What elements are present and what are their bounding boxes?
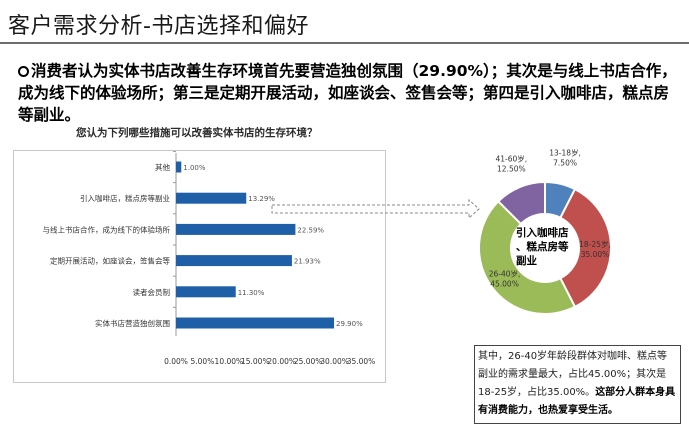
data-label: 21.93% xyxy=(294,258,321,266)
bullet-icon xyxy=(18,66,29,77)
bar xyxy=(176,223,296,235)
x-tick-label: 30.00% xyxy=(320,357,349,366)
y-tick-label: 定期开展活动，如座谈会，签售会等 xyxy=(50,256,170,266)
x-tick-label: 15.00% xyxy=(241,357,270,366)
center-label-line: 、糕点房等 xyxy=(516,240,569,253)
slice-value-label: 45.00% xyxy=(490,279,519,288)
bar xyxy=(176,317,335,329)
title-divider xyxy=(0,42,689,44)
center-label-line: 副业 xyxy=(516,254,537,267)
slice-value-label: 35.00% xyxy=(581,250,610,259)
slice-label: 18-25岁, xyxy=(579,239,611,249)
bar xyxy=(176,192,247,204)
chart-question: 您认为下列哪些措施可以改善实体书店的生存环境？ xyxy=(76,127,318,139)
slice-label: 41-60岁, xyxy=(495,154,527,164)
bar xyxy=(176,161,182,173)
bar xyxy=(176,286,236,298)
x-tick-label: 0.00% xyxy=(164,357,188,366)
note-text: 其中，26-40岁年龄段群体对咖啡、糕点等副业的需求量最大，占比45.00%；其… xyxy=(478,351,668,398)
donut-slice xyxy=(559,187,612,309)
note-box: 其中，26-40岁年龄段群体对咖啡、糕点等副业的需求量最大，占比45.00%；其… xyxy=(474,345,681,424)
donut-slice xyxy=(478,199,577,315)
data-label: 11.30% xyxy=(238,289,265,297)
donut-slice xyxy=(496,180,546,226)
slice-value-label: 12.50% xyxy=(497,165,526,174)
y-tick-label: 实体书店营造独创氛围 xyxy=(95,318,170,328)
slice-label: 26-40岁, xyxy=(489,268,521,278)
y-tick-label: 与线上书店合作，成为线下的体验场所 xyxy=(43,224,171,234)
page-title: 客户需求分析-书店选择和偏好 xyxy=(8,14,309,39)
summary-paragraph: 消费者认为实体书店改善生存环境首先要营造独创氛围（29.90%）；其次是与线上书… xyxy=(18,60,678,126)
bar xyxy=(176,255,292,267)
data-label: 1.00% xyxy=(183,164,206,172)
note-emphasis: 这部分人群本身具有消费能力，也热爱享受生活。 xyxy=(478,387,676,416)
slice-value-label: 7.50% xyxy=(553,158,577,167)
bar-chart-frame xyxy=(13,150,386,383)
center-label-line: 引入咖啡店 xyxy=(516,226,569,239)
x-tick-label: 20.00% xyxy=(267,357,296,366)
x-tick-label: 25.00% xyxy=(294,357,323,366)
connector-arrow xyxy=(271,198,480,220)
x-tick-label: 35.00% xyxy=(347,357,376,366)
data-label: 13.29% xyxy=(248,195,275,203)
y-tick-label: 读者会员制 xyxy=(133,287,171,297)
x-tick-label: 5.00% xyxy=(191,357,215,366)
data-label: 29.90% xyxy=(336,320,363,328)
summary-text: 消费者认为实体书店改善生存环境首先要营造独创氛围（29.90%）；其次是与线上书… xyxy=(18,62,677,124)
x-tick-label: 10.00% xyxy=(215,357,244,366)
slice-label: 13-18岁, xyxy=(549,147,581,157)
y-tick-label: 引入咖啡店，糕点房等副业 xyxy=(80,193,170,203)
data-label: 22.59% xyxy=(297,226,324,234)
y-tick-label: 其他 xyxy=(155,162,170,172)
